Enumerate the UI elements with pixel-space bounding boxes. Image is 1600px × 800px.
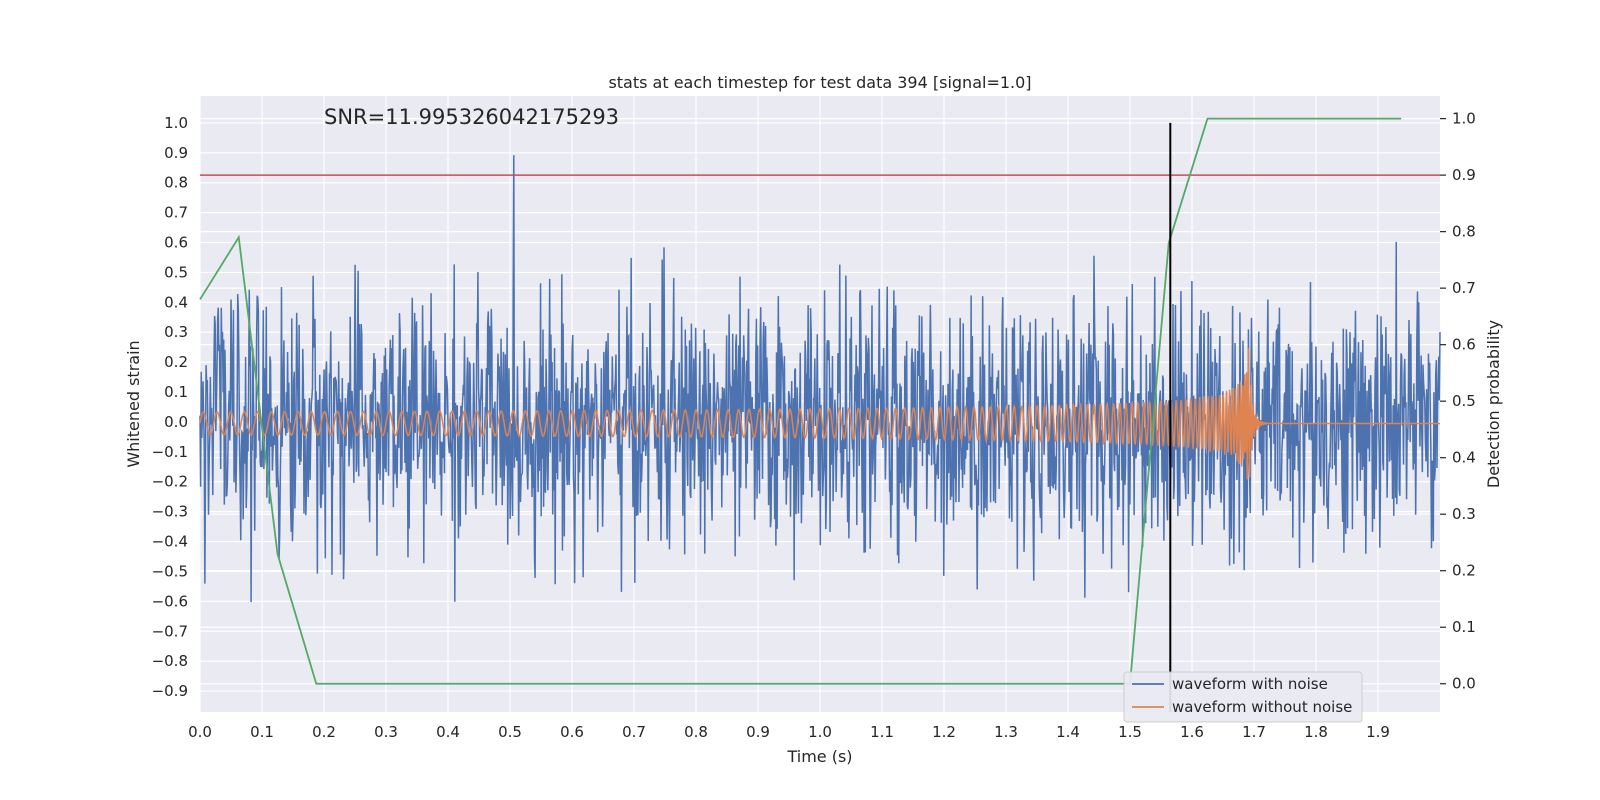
y-tick-label: −0.8 [152,652,188,670]
x-axis-title: Time (s) [786,747,852,766]
y2-tick-label: 0.9 [1452,166,1476,184]
y2-tick-label: 0.0 [1452,675,1476,693]
y-tick-label: 0.0 [164,413,188,431]
y-tick-label: −0.9 [152,682,188,700]
y2-axis-ticks: 1.0 0.9 0.8 0.7 0.6 0.5 0.4 0.3 0.2 0.1 0.0 [1440,110,1476,693]
x-tick-label: 0.6 [560,723,584,741]
y-tick-label: 0.8 [164,174,188,192]
x-tick-label: 1.2 [932,723,956,741]
y2-tick-label: 0.1 [1452,618,1476,636]
series-detection-probability [199,117,1402,685]
y-tick-label: 0.9 [164,144,188,162]
x-tick-label: 0.7 [622,723,646,741]
series-waveform-with-noise [199,155,1441,603]
y-tick-label: −0.7 [152,622,188,640]
legend-box [1123,671,1363,723]
x-axis-ticks: 0.0 0.1 0.2 0.3 0.4 0.5 0.6 0.7 0.8 0.9 1.0 1.1 1.2 1… [188,723,1390,741]
x-tick-label: 1.7 [1242,723,1266,741]
chart-title: stats at each timestep for test data 394… [608,73,1031,92]
y-tick-label: 0.1 [164,383,188,401]
x-tick-label: 1.3 [994,723,1018,741]
legend-label-clean: waveform without noise [1172,698,1352,716]
x-tick-label: 0.5 [498,723,522,741]
x-tick-label: 1.1 [870,723,894,741]
y2-tick-label: 0.5 [1452,392,1476,410]
y-tick-label: 0.2 [164,353,188,371]
legend-label-noise: waveform with noise [1172,675,1328,693]
x-tick-label: 0.0 [188,723,212,741]
x-tick-label: 1.8 [1304,723,1328,741]
y-tick-label: −0.1 [152,443,188,461]
y2-tick-label: 0.3 [1452,505,1476,523]
y2-tick-label: 0.6 [1452,336,1476,354]
x-tick-label: 0.9 [746,723,770,741]
y-tick-label: 0.3 [164,323,188,341]
y-tick-label: 0.6 [164,234,188,252]
y2-tick-label: 0.2 [1452,562,1476,580]
y-tick-label: −0.6 [152,592,188,610]
y-axis-title: Whitened strain [124,340,143,467]
y-axis-ticks: 1.0 0.9 0.8 0.7 0.6 0.5 0.4 0.3 0.2 0.1 0.0 −0.1 −0.… [152,114,188,700]
x-tick-label: 0.1 [250,723,274,741]
y-tick-label: 1.0 [164,114,188,132]
y-tick-label: 0.4 [164,293,188,311]
y-tick-label: 0.7 [164,204,188,222]
x-tick-label: 0.4 [436,723,460,741]
x-tick-label: 1.5 [1118,723,1142,741]
x-tick-label: 1.0 [808,723,832,741]
snr-annotation: SNR=11.995326042175293 [324,105,619,129]
y2-tick-label: 0.4 [1452,449,1476,467]
x-tick-label: 1.9 [1366,723,1390,741]
x-tick-label: 1.6 [1180,723,1204,741]
legend: waveform with noise waveform without noi… [1123,671,1363,723]
x-tick-label: 0.2 [312,723,336,741]
y-tick-label: −0.2 [152,473,188,491]
y2-tick-label: 0.7 [1452,279,1476,297]
y2-axis-title: Detection probability [1484,320,1503,488]
y-tick-label: −0.5 [152,562,188,580]
y-tick-label: −0.3 [152,503,188,521]
y2-tick-label: 1.0 [1452,110,1476,128]
y-tick-label: −0.4 [152,533,188,551]
x-tick-label: 0.8 [684,723,708,741]
x-tick-label: 1.4 [1056,723,1080,741]
y2-tick-label: 0.8 [1452,223,1476,241]
x-tick-label: 0.3 [374,723,398,741]
series-waveform-without-noise [199,348,1440,480]
y-tick-label: 0.5 [164,263,188,281]
